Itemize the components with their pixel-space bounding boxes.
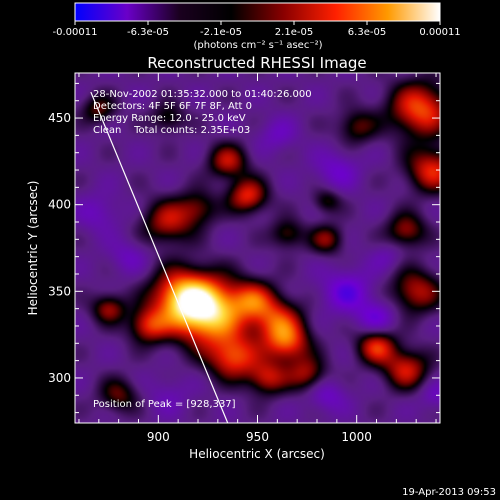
heatmap-raster — [75, 73, 440, 423]
x-tick-label: 1000 — [341, 430, 372, 444]
info-detectors: Detectors: 4F 5F 6F 7F 8F, Att 0 — [93, 101, 252, 112]
chart-title: Reconstructed RHESSI Image — [147, 54, 366, 72]
y-tick-label: 450 — [48, 111, 71, 125]
y-tick-label: 350 — [48, 284, 71, 298]
info-energy-range: Energy Range: 12.0 - 25.0 keV — [93, 113, 246, 124]
y-tick-label: 300 — [48, 371, 71, 385]
colorbar-tick-label: -6.3e-05 — [127, 27, 169, 38]
y-axis-label: Heliocentric Y (arcsec) — [26, 181, 40, 316]
colorbar-tick-label: -0.00011 — [53, 27, 98, 38]
colorbar-tick-labels: -0.00011 -6.3e-05 -2.1e-05 2.1e-05 6.3e-… — [53, 27, 461, 38]
info-total-counts: Clean Total counts: 2.35E+03 — [93, 125, 250, 136]
colorbar-gradient — [74, 2, 441, 22]
axis-ticks — [75, 73, 440, 423]
peak-position-label: Position of Peak = [928,337] — [93, 399, 236, 410]
y-tick-labels: 300 350 400 450 — [48, 111, 71, 385]
x-tick-label: 950 — [246, 430, 269, 444]
colorbar: -0.00011 -6.3e-05 -2.1e-05 2.1e-05 6.3e-… — [53, 2, 461, 51]
colorbar-tick-marks — [74, 21, 441, 25]
observation-info: 28-Nov-2002 01:35:32.000 to 01:40:26.000… — [93, 89, 312, 410]
solar-limb-line — [90, 91, 229, 423]
colorbar-tick-label: -2.1e-05 — [200, 27, 242, 38]
x-tick-labels: 900 950 1000 — [147, 430, 372, 444]
x-tick-label: 900 — [147, 430, 170, 444]
heatmap-image — [75, 73, 440, 423]
y-tick-label: 400 — [48, 198, 71, 212]
x-axis-label: Heliocentric X (arcsec) — [189, 447, 325, 461]
colorbar-unit-label: (photons cm⁻² s⁻¹ asec⁻²) — [193, 40, 322, 51]
colorbar-tick-label: 0.00011 — [419, 27, 460, 38]
info-time-range: 28-Nov-2002 01:35:32.000 to 01:40:26.000 — [93, 89, 312, 100]
footer-date: 19-Apr-2013 09:53 — [402, 487, 496, 498]
colorbar-tick-label: 6.3e-05 — [348, 27, 386, 38]
colorbar-tick-label: 2.1e-05 — [275, 27, 313, 38]
